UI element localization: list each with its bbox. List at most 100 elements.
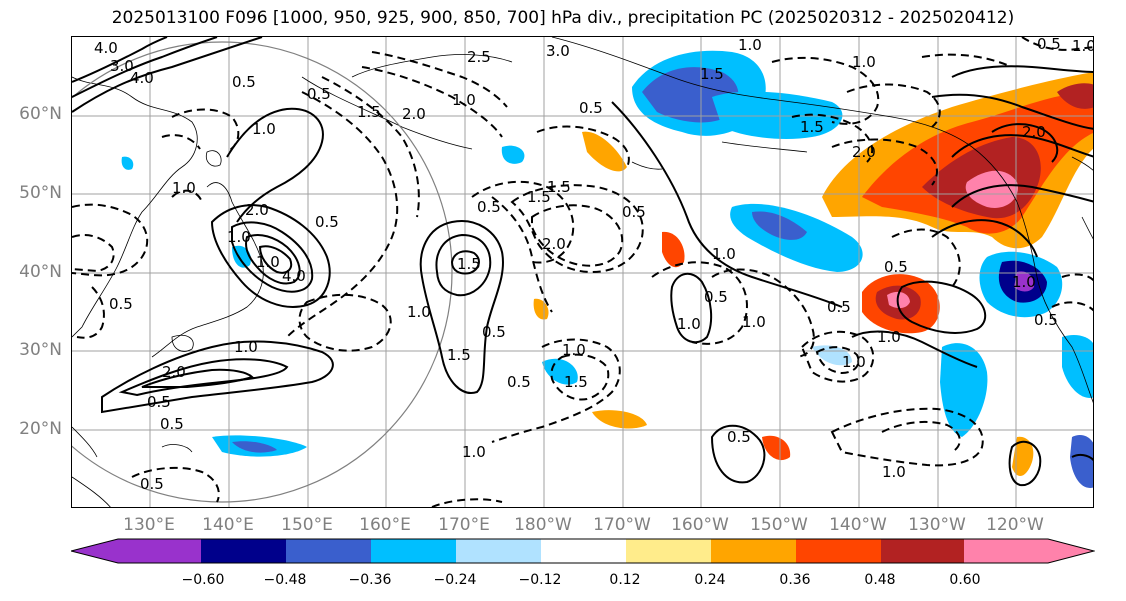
lat-label: 20°N [19, 419, 62, 439]
contour-label: 1.0 [842, 353, 866, 371]
colorbar-tick-label: −0.24 [433, 572, 477, 588]
contour-label: 1.0 [852, 53, 876, 71]
contour-label: 1.0 [252, 120, 276, 138]
contour-label: 1.0 [877, 328, 901, 346]
contour-label: 0.5 [622, 203, 646, 221]
lon-label: 160°W [671, 515, 729, 535]
lon-label: 140°E [202, 515, 254, 535]
lon-label: 140°W [829, 515, 887, 535]
contour-label: 1.0 [227, 228, 251, 246]
contour-label: 0.5 [704, 288, 728, 306]
contour-labels: 4.0 3.0 4.0 0.5 0.5 1.5 2.0 1.0 2.5 3.0 … [94, 37, 1094, 493]
contour-label: 0.5 [482, 323, 506, 341]
colorbar-cell [626, 539, 711, 563]
colorbar-cell [286, 539, 371, 563]
map-title: 2025013100 F096 [1000, 950, 925, 900, 85… [111, 8, 1015, 28]
contour-label: 0.5 [147, 393, 171, 411]
contour-label: 0.5 [109, 295, 133, 313]
contour-label: 2.0 [402, 105, 426, 123]
lat-label: 40°N [19, 262, 62, 282]
contour-label: 0.5 [307, 85, 331, 103]
colorbar-tick-label: −0.60 [181, 572, 225, 588]
colorbar-tick-label: −0.36 [348, 572, 392, 588]
contour-label: 1.0 [562, 341, 586, 359]
contour-label: 1.0 [677, 315, 701, 333]
contour-label: 1.0 [256, 253, 280, 271]
map-panel: 4.0 3.0 4.0 0.5 0.5 1.5 2.0 1.0 2.5 3.0 … [71, 36, 1094, 508]
lon-label: 180°W [514, 515, 572, 535]
contour-label: 4.0 [282, 267, 306, 285]
contour-label: 0.5 [1037, 37, 1061, 53]
lon-label: 150°E [281, 515, 333, 535]
dashed-contours [72, 37, 1093, 507]
contour-label: 1.0 [172, 179, 196, 197]
colorbar-cell [964, 539, 1094, 563]
colorbar-cell [201, 539, 286, 563]
contour-label: 0.5 [727, 428, 751, 446]
colorbar-cell [881, 539, 964, 563]
contour-label: 4.0 [94, 39, 118, 57]
contour-label: 1.0 [882, 463, 906, 481]
lon-label: 150°W [750, 515, 808, 535]
contour-label: 0.5 [315, 213, 339, 231]
lat-label: 30°N [19, 340, 62, 360]
contour-label: 1.0 [1072, 37, 1094, 55]
contour-label: 3.0 [110, 57, 134, 75]
colorbar-outline [71, 538, 1095, 564]
contour-label: 1.5 [447, 346, 471, 364]
colorbar-cell [71, 539, 201, 563]
colorbar-cell [371, 539, 456, 563]
contour-label: 1.0 [234, 338, 258, 356]
contour-label: 0.5 [827, 298, 851, 316]
colorbar-cell [456, 539, 541, 563]
map-canvas: 4.0 3.0 4.0 0.5 0.5 1.5 2.0 1.0 2.5 3.0 … [72, 37, 1094, 507]
contour-label: 0.5 [579, 99, 603, 117]
contour-label: 0.5 [232, 73, 256, 91]
lon-label: 120°W [986, 515, 1044, 535]
colorbar-cell [711, 539, 796, 563]
colorbar-tick-label: −0.48 [263, 572, 307, 588]
contour-label: 1.5 [700, 65, 724, 83]
contour-label: 4.0 [130, 69, 154, 87]
contour-label: 2.0 [245, 201, 269, 219]
contour-label: 2.5 [467, 48, 491, 66]
contour-label: 1.0 [738, 37, 762, 54]
contour-label: 1.5 [547, 178, 571, 196]
contour-label: 0.5 [477, 198, 501, 216]
colorbar-cell [541, 539, 626, 563]
colorbar-tick-label: 0.12 [609, 572, 641, 588]
contour-label: 0.5 [1034, 311, 1058, 329]
colorbar-tick-label: 0.24 [694, 572, 726, 588]
colorbar-tick-label: 0.60 [949, 572, 981, 588]
contour-label: 1.5 [527, 188, 551, 206]
contour-label: 1.0 [462, 443, 486, 461]
solid-contours [72, 37, 1093, 487]
contour-label: 2.0 [1022, 123, 1046, 141]
colorbar-cell [796, 539, 881, 563]
contour-label: 2.0 [852, 143, 876, 161]
contour-label: 0.5 [160, 415, 184, 433]
range-circle [72, 41, 453, 503]
colorbar-tick-label: −0.12 [518, 572, 562, 588]
contour-label: 1.5 [800, 118, 824, 136]
contour-label: 1.5 [564, 373, 588, 391]
contour-label: 1.0 [712, 245, 736, 263]
coastlines [72, 37, 1093, 507]
contour-label: 1.0 [452, 91, 476, 109]
contour-label: 2.0 [542, 235, 566, 253]
lon-label: 170°W [593, 515, 651, 535]
lon-label: 130°E [123, 515, 175, 535]
contour-label: 0.5 [507, 373, 531, 391]
contour-label: 3.0 [546, 42, 570, 60]
colorbar-tick-label: 0.36 [779, 572, 811, 588]
contour-label: 1.0 [742, 313, 766, 331]
colorbar-tick-label: 0.48 [864, 572, 896, 588]
contour-label: 0.5 [884, 258, 908, 276]
colorbar-cells [71, 539, 1094, 563]
contour-label: 2.0 [162, 363, 186, 381]
contour-label: 1.5 [357, 103, 381, 121]
contour-label: 1.0 [1012, 273, 1036, 291]
contour-label: 1.5 [457, 255, 481, 273]
colorbar [71, 538, 1095, 564]
lat-label: 50°N [19, 183, 62, 203]
